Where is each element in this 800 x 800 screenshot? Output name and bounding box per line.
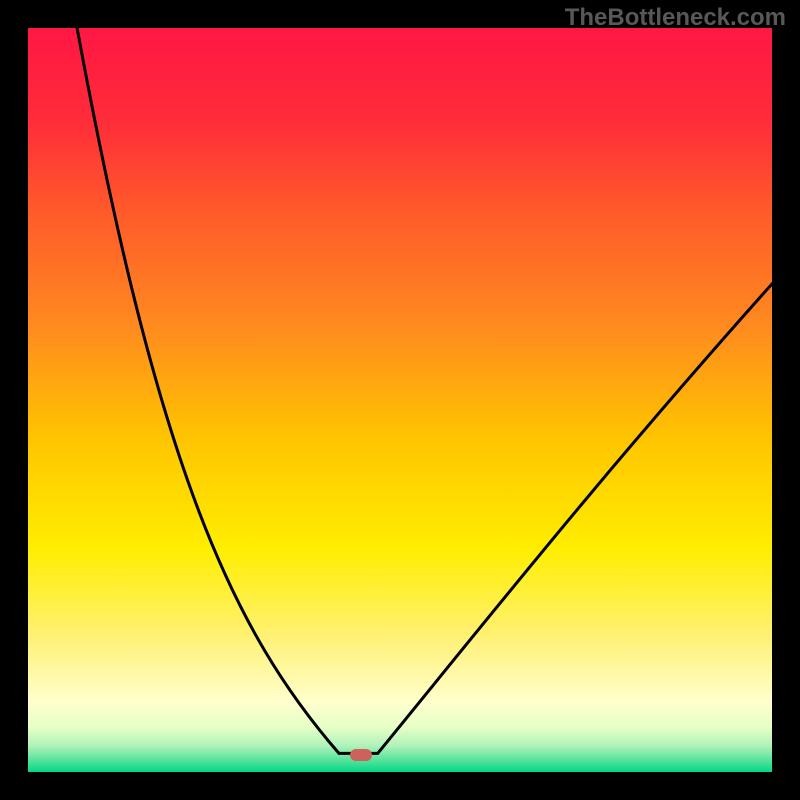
plot-area xyxy=(28,28,772,772)
watermark-text: TheBottleneck.com xyxy=(565,4,786,32)
gradient-rect xyxy=(28,28,772,772)
chart-frame: TheBottleneck.com xyxy=(0,0,800,800)
gradient-background xyxy=(28,28,772,772)
minimum-marker xyxy=(350,749,372,761)
